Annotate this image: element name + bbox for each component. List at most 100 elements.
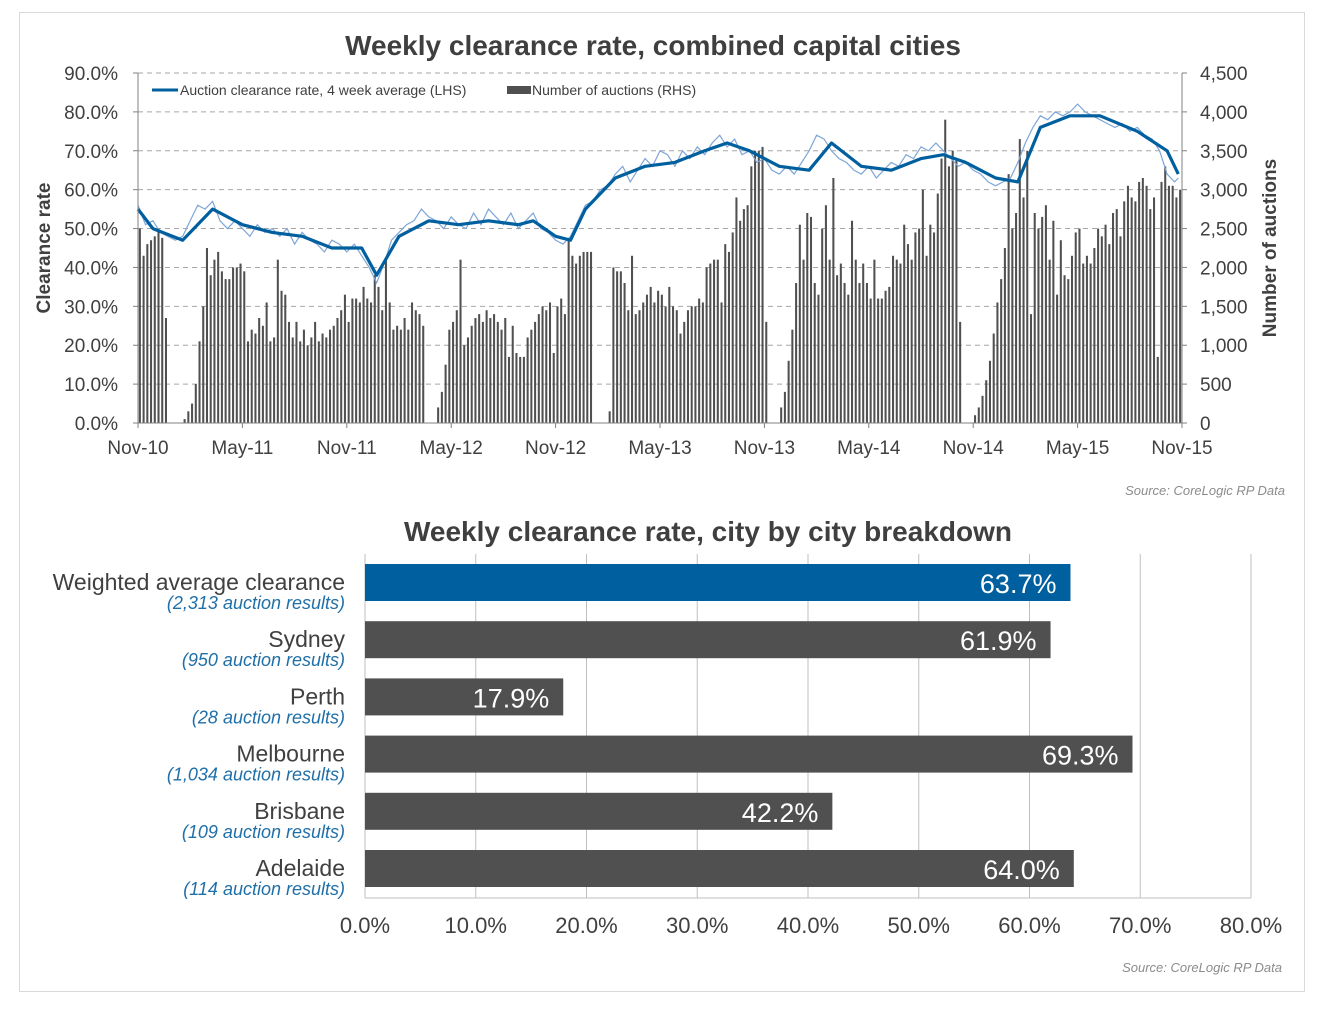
top-chart-axes — [133, 72, 1187, 428]
auction-bar — [235, 267, 238, 423]
auction-bar — [254, 333, 257, 423]
auction-bar — [355, 298, 358, 423]
auction-bar — [1156, 356, 1159, 423]
auction-bar — [791, 329, 794, 423]
auction-bar — [362, 286, 365, 423]
top-chart-right-axis-label: Number of auctions — [1260, 159, 1281, 337]
auction-bar — [373, 275, 376, 423]
auction-bar — [1171, 185, 1174, 423]
auction-bar — [146, 244, 149, 423]
auction-bar — [824, 205, 827, 423]
auction-bar — [459, 259, 462, 423]
auction-bar — [929, 224, 932, 423]
bottom-chart-gridlines — [364, 554, 1252, 899]
four-week-average-line — [136, 114, 1180, 277]
auction-bar — [631, 255, 634, 423]
auction-bar — [1134, 201, 1137, 423]
auction-bar — [534, 321, 537, 423]
auction-bar — [399, 329, 402, 423]
auction-bar — [1011, 228, 1014, 423]
auction-bar — [396, 325, 399, 423]
city-auction-count: (109 auction results) — [182, 822, 345, 842]
auction-bar — [440, 391, 443, 423]
city-label: Perth — [290, 683, 345, 709]
x-tick-label: Nov-10 — [107, 438, 168, 459]
auction-bar — [1078, 228, 1081, 423]
auction-bar — [936, 193, 939, 423]
auction-bar — [821, 228, 824, 423]
auction-bar — [903, 224, 906, 423]
weekly-clearance-line — [137, 103, 1179, 285]
auction-bar — [1003, 248, 1006, 423]
auction-bar — [537, 314, 540, 423]
auction-bar — [992, 333, 995, 423]
auction-bar — [370, 302, 373, 423]
auction-bar — [545, 310, 548, 423]
x-tick-label: Nov-11 — [317, 438, 377, 459]
auction-bar — [627, 310, 630, 423]
auction-bar — [269, 341, 272, 423]
auction-bar — [944, 119, 947, 424]
city-bar — [365, 735, 1133, 773]
auction-bar — [988, 360, 991, 423]
auction-bar — [895, 259, 898, 423]
right-tick-label: 3,000 — [1200, 181, 1248, 202]
auction-bar — [142, 255, 145, 423]
auction-bar — [1022, 197, 1025, 423]
auction-bar — [1164, 166, 1167, 423]
auction-bar — [1130, 197, 1133, 423]
bottom-x-tick-label: 10.0% — [445, 913, 507, 938]
auction-bar — [287, 321, 291, 423]
auction-bar — [556, 306, 559, 423]
auction-bar — [202, 306, 205, 423]
auction-bar — [314, 321, 317, 423]
auction-bar — [974, 415, 977, 423]
auction-bar — [813, 283, 816, 423]
auction-bar — [463, 345, 466, 423]
auction-bar — [683, 321, 686, 423]
auction-bar — [616, 271, 619, 423]
auction-bar — [1160, 181, 1163, 423]
auction-bar — [187, 411, 190, 423]
auction-bar — [1026, 150, 1029, 423]
auction-bar — [340, 310, 343, 423]
left-tick-label: 90.0% — [64, 64, 118, 85]
auction-bar — [672, 306, 675, 423]
auction-bar — [548, 302, 552, 423]
auction-bar — [452, 321, 455, 423]
auction-bar — [1018, 139, 1021, 424]
auction-bar — [448, 329, 451, 423]
auction-bar — [694, 306, 697, 423]
auction-bar — [590, 251, 593, 423]
bottom-chart-bars: 63.7% 61.9% 17.9% 69.3% 42.2% 64.0% — [365, 564, 1133, 887]
auction-bar — [194, 384, 197, 423]
auction-bar — [258, 318, 261, 423]
auction-bar — [1123, 201, 1126, 423]
auction-bar — [295, 321, 298, 423]
auction-bar — [246, 341, 250, 423]
left-tick-label: 60.0% — [64, 181, 118, 202]
x-tick-label: Nov-15 — [1151, 438, 1212, 459]
auction-bar — [940, 158, 943, 423]
auction-bar — [332, 325, 335, 423]
x-tick-label: Nov-12 — [525, 438, 586, 459]
auction-bar — [653, 302, 656, 423]
auction-bar — [910, 259, 913, 423]
city-bar-value: 69.3% — [1042, 741, 1119, 771]
auction-bar — [407, 329, 410, 423]
auction-bar — [809, 216, 813, 423]
bottom-x-tick-label: 0.0% — [340, 913, 390, 938]
auction-bar — [586, 251, 589, 423]
auction-bar — [578, 255, 581, 423]
city-bar — [365, 678, 564, 716]
auction-bar — [220, 271, 223, 423]
auction-bar — [507, 356, 511, 423]
x-tick-label: Nov-14 — [943, 438, 1005, 459]
city-bar — [365, 564, 1071, 601]
left-tick-label: 30.0% — [64, 297, 118, 318]
auction-bar — [1149, 209, 1152, 423]
auction-bar — [798, 224, 801, 423]
auction-bar — [582, 251, 585, 423]
bottom-x-tick-label: 20.0% — [555, 913, 617, 938]
